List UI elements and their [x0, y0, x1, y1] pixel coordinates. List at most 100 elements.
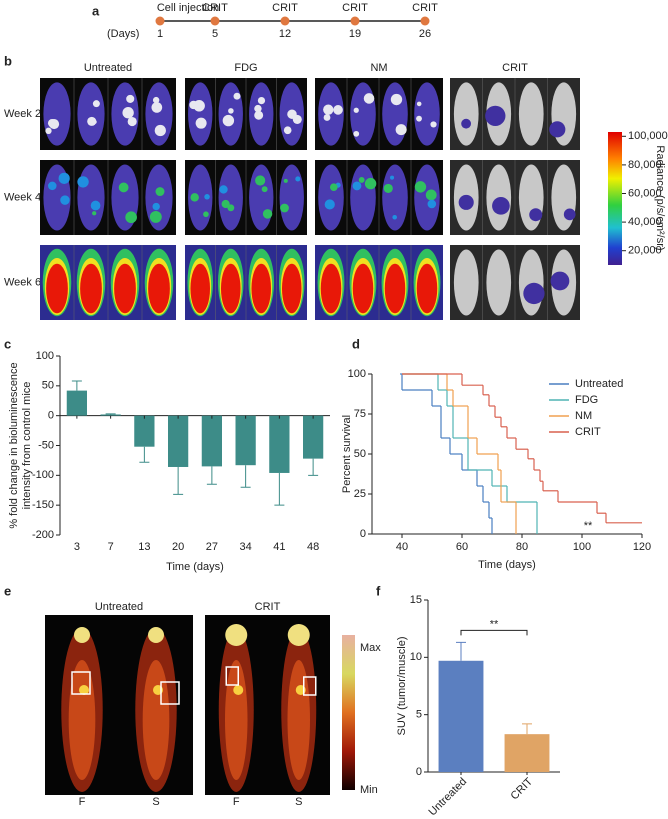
signal	[352, 263, 374, 314]
significance-bracket	[460, 629, 528, 636]
y-tick-label: 0	[360, 528, 366, 540]
y-tick-label: 75	[354, 408, 366, 420]
error-bar	[139, 446, 150, 463]
y-tick-label: -200	[32, 529, 54, 541]
day-label: 5	[212, 28, 218, 40]
signal	[283, 178, 288, 183]
signal	[295, 176, 301, 182]
error-bar	[240, 465, 251, 488]
colorbar-min: Min	[360, 784, 378, 796]
y-tick-label: -100	[32, 469, 54, 481]
signal	[320, 263, 342, 314]
colorbar-label: Radiance (p/s/cm²/sr)	[654, 145, 666, 250]
signal	[323, 114, 331, 121]
days-label: (Days)	[107, 28, 139, 40]
signal	[45, 127, 52, 134]
signal	[427, 199, 437, 209]
y-tick-label: 15	[410, 594, 422, 606]
event-label: Cell injection	[157, 2, 219, 14]
signal	[60, 195, 70, 205]
y-tick-label: 10	[410, 651, 422, 663]
view-label: F	[233, 796, 240, 808]
signal	[155, 187, 165, 197]
signal	[329, 183, 338, 192]
x-tick-label: 34	[240, 541, 252, 553]
bar	[168, 415, 189, 467]
error-bar	[274, 472, 285, 506]
legend-label: NM	[575, 410, 592, 422]
mouse	[145, 82, 173, 146]
x-axis-label: Time (days)	[478, 559, 536, 571]
signal	[549, 121, 566, 138]
signal	[363, 93, 375, 104]
pet-hotspot	[74, 627, 90, 643]
error-bar	[206, 466, 217, 485]
panel-label: b	[4, 53, 12, 68]
y-tick-label: 0	[416, 766, 422, 778]
signal	[523, 282, 545, 305]
signal	[352, 181, 362, 191]
colorbar-max: Max	[360, 642, 381, 654]
y-axis-label: Percent survival	[341, 415, 353, 493]
mouse	[188, 82, 213, 146]
signal	[392, 214, 397, 220]
signal	[324, 199, 335, 210]
tumor-box	[160, 681, 180, 705]
x-tick-label: 60	[456, 541, 468, 553]
mouse	[486, 249, 512, 316]
mouse	[218, 164, 243, 231]
error-bar	[105, 413, 116, 415]
panel-label: a	[92, 3, 100, 18]
mouse	[551, 164, 577, 231]
legend-label: Untreated	[575, 378, 623, 390]
pet-colorbar	[342, 635, 355, 790]
row-label: Week 6	[4, 276, 41, 288]
event-label: CRIT	[412, 2, 438, 14]
bar	[66, 390, 87, 416]
row-label: Week 4	[4, 191, 41, 203]
signal	[114, 263, 136, 314]
signal	[122, 107, 134, 119]
tumor-box	[71, 671, 91, 695]
signal	[416, 101, 422, 107]
signal	[190, 263, 211, 314]
bar	[303, 415, 324, 459]
signal	[333, 105, 343, 115]
signal	[46, 263, 68, 314]
bar	[504, 734, 550, 772]
signal	[222, 114, 235, 127]
signal	[90, 200, 101, 211]
day-label: 19	[349, 28, 361, 40]
signal	[152, 202, 160, 211]
mouse	[518, 82, 544, 146]
signal	[220, 263, 241, 314]
pet-body	[142, 660, 170, 780]
y-tick-label: 50	[42, 380, 54, 392]
signal	[458, 194, 474, 210]
tumor-box	[303, 676, 317, 696]
mouse	[350, 164, 376, 231]
y-tick-label: 5	[416, 709, 422, 721]
signal	[92, 119, 97, 125]
pet-hotspot	[225, 624, 248, 646]
timeline-dot	[280, 16, 290, 26]
signal	[550, 271, 570, 291]
signal	[233, 92, 241, 100]
signal	[254, 104, 262, 113]
view-label: F	[79, 796, 86, 808]
timeline-dot	[350, 16, 360, 26]
y-axis-label: SUV (tumor/muscle)	[396, 636, 408, 735]
colorbar-tick-label: 60,000	[628, 187, 662, 199]
signal	[384, 263, 406, 314]
x-tick-label: 7	[108, 541, 114, 553]
column-label: Untreated	[84, 62, 132, 74]
signal	[228, 108, 234, 114]
signal	[416, 263, 438, 314]
x-tick-label: 27	[206, 541, 218, 553]
signal	[255, 175, 266, 186]
view-label: S	[295, 796, 302, 808]
signal	[58, 172, 70, 184]
mouse	[318, 164, 344, 231]
signal	[151, 102, 163, 113]
mouse	[518, 249, 544, 316]
